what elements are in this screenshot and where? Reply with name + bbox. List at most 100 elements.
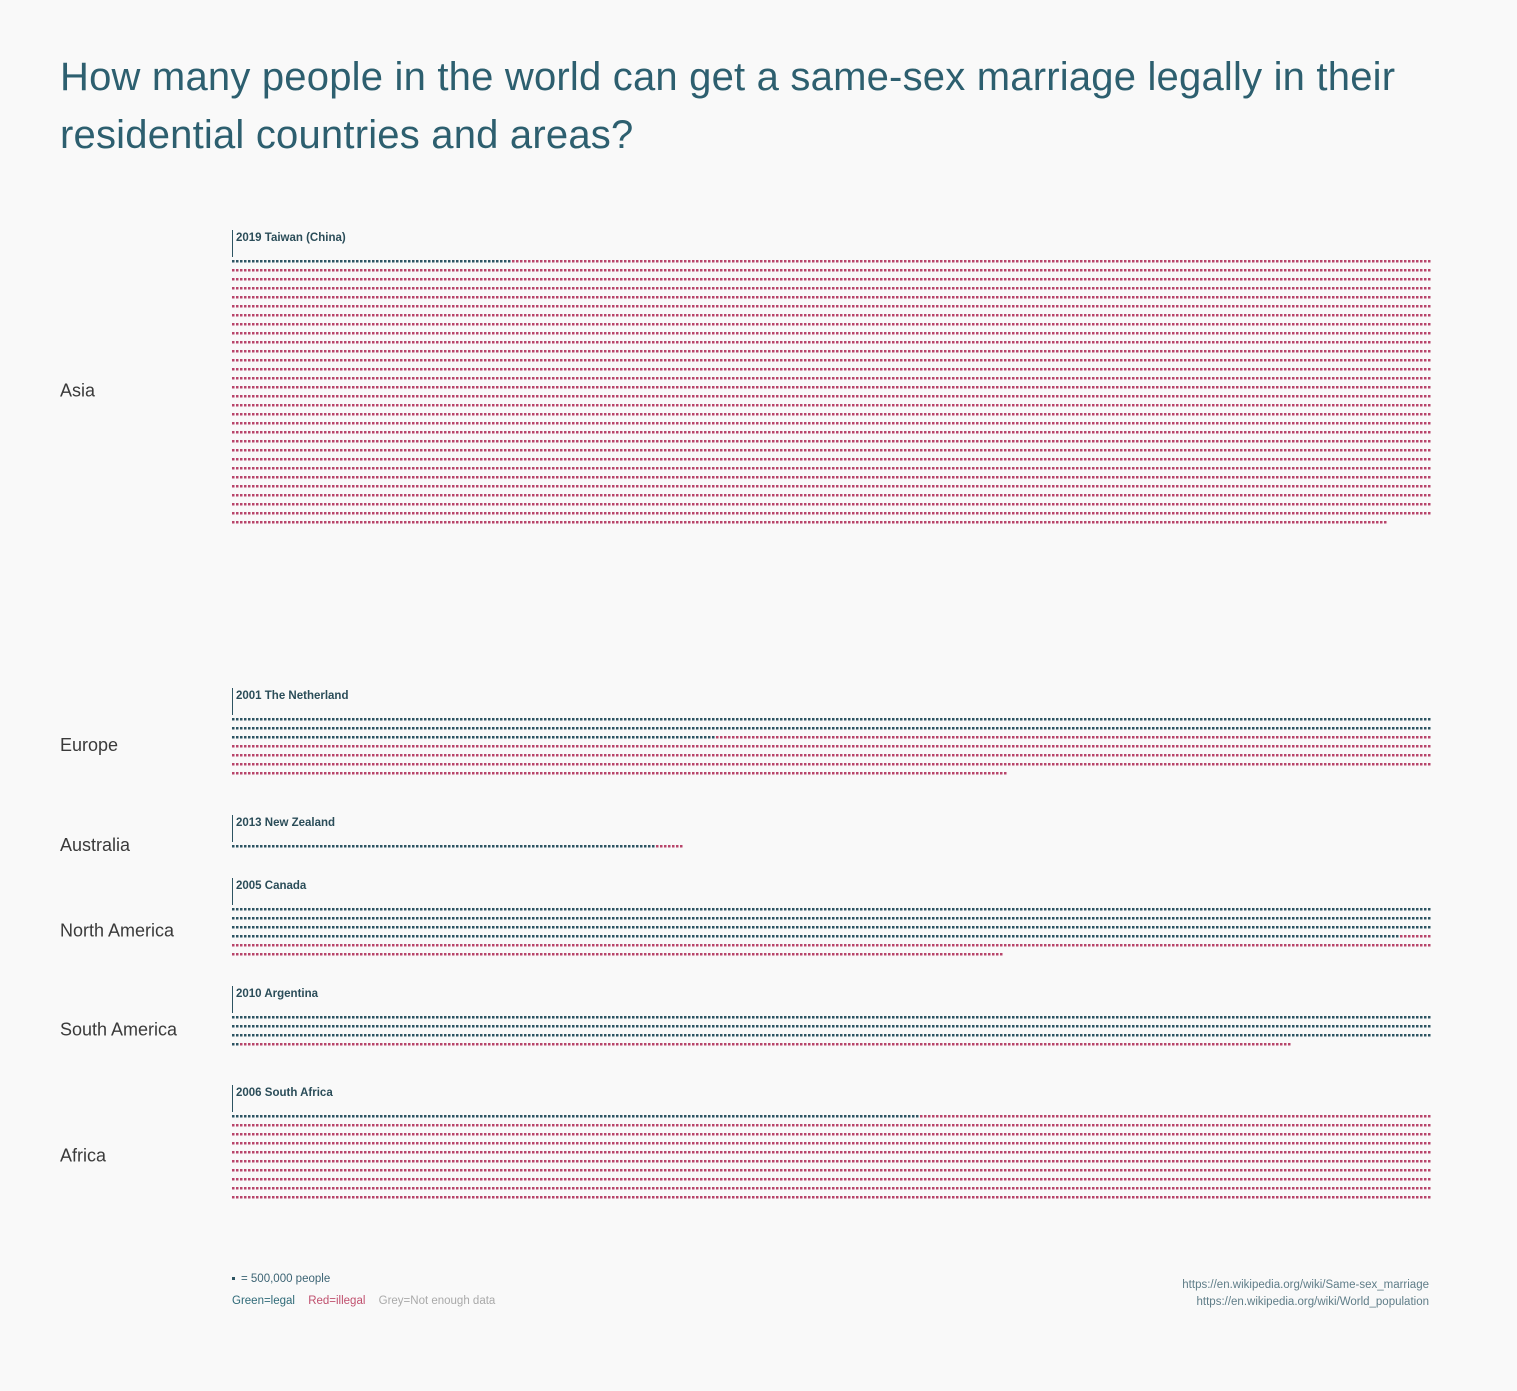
dot-run-legal (1220, 1016, 1431, 1019)
dot-run-illegal (240, 1043, 1291, 1046)
dot-run-illegal (232, 1160, 1431, 1163)
dot-run-illegal (768, 736, 771, 739)
dot-run-legal (440, 718, 575, 721)
legend-dot-icon (232, 1277, 235, 1281)
dot-run-illegal (232, 350, 1431, 353)
dot-run-illegal (232, 494, 1431, 497)
dot-run-legal (648, 908, 1431, 911)
region-africa: Africa 2006 South Africa (60, 1085, 1431, 1199)
milestone-label: 2006 South Africa (236, 1087, 333, 1099)
dot-run-illegal (232, 332, 1431, 335)
dot-run-legal (1312, 718, 1431, 721)
dot-run-legal (232, 1043, 239, 1046)
dot-run-legal (232, 718, 439, 721)
dot-run-illegal (232, 278, 1431, 281)
region-asia: Asia 2019 Taiwan (China) (60, 230, 1431, 524)
dot-run-illegal (232, 296, 1431, 299)
dot-run-illegal (232, 1187, 1431, 1190)
dot-run-illegal (232, 431, 1431, 434)
dot-run-illegal (232, 763, 1431, 766)
source-link[interactable]: https://en.wikipedia.org/wiki/World_popu… (1196, 1296, 1429, 1308)
dot-run-legal (232, 727, 275, 730)
dot-run-illegal (232, 521, 1387, 524)
dot-run-illegal (232, 359, 1431, 362)
dot-run-legal (1272, 727, 1367, 730)
dot-run-illegal (716, 736, 767, 739)
dot-run-illegal (232, 467, 1431, 470)
dot-run-illegal (232, 1151, 1431, 1154)
dot-run-illegal (232, 440, 1431, 443)
dot-run-legal (232, 736, 715, 739)
dot-run-illegal (232, 314, 1431, 317)
dot-run-legal (352, 845, 655, 848)
dot-run-illegal (232, 754, 1431, 757)
dot-run-illegal (232, 772, 1007, 775)
dot-run-legal (232, 926, 991, 929)
region-north-america: North America 2005 Canada (60, 878, 1431, 956)
dot-run-legal (232, 917, 1431, 920)
dot-run-legal (344, 727, 1107, 730)
legend-colors: Green=legal Red=illegal Grey=Not enough … (232, 1295, 505, 1307)
dot-run-illegal (232, 377, 1431, 380)
dot-run-illegal (232, 413, 1431, 416)
dot-run-legal (276, 727, 279, 730)
dot-run-legal (232, 845, 351, 848)
dot-run-illegal (232, 386, 1431, 389)
region-label: Asia (60, 381, 96, 401)
dot-run-legal (232, 260, 511, 263)
dot-run-illegal (232, 953, 1003, 956)
dot-run-legal (232, 1034, 267, 1037)
region-label: Europe (60, 735, 118, 755)
dot-run-illegal (232, 476, 1431, 479)
dot-run-legal (268, 1034, 1431, 1037)
dot-run-illegal (232, 1124, 1431, 1127)
dot-run-illegal (232, 368, 1431, 371)
region-label: South America (60, 1020, 178, 1040)
region-south-america: South America 2010 Argentina (60, 986, 1431, 1046)
dot-run-legal (232, 1025, 1427, 1028)
dot-run-illegal (232, 458, 1431, 461)
dot-run-illegal (232, 512, 1431, 515)
dot-run-legal (1268, 727, 1271, 730)
dot-run-illegal (232, 422, 1431, 425)
sources: https://en.wikipedia.org/wiki/Same-sex_m… (1182, 1277, 1429, 1311)
dot-run-legal (1196, 718, 1311, 721)
dot-run-legal (1428, 1025, 1431, 1028)
dot-run-illegal (512, 260, 1431, 263)
region-europe: Europe 2001 The Netherland (60, 688, 1431, 775)
source-link[interactable]: https://en.wikipedia.org/wiki/Same-sex_m… (1182, 1279, 1429, 1291)
dot-run-illegal (232, 305, 1431, 308)
dot-run-illegal (232, 269, 1431, 272)
dot-run-legal (280, 727, 343, 730)
dot-run-illegal (232, 503, 1431, 506)
milestone-label: 2010 Argentina (236, 988, 319, 1000)
dot-run-illegal (772, 736, 1431, 739)
milestone-label: 2005 Canada (236, 880, 307, 892)
region-label: Australia (60, 835, 131, 855)
dot-run-illegal (232, 287, 1431, 290)
dot-run-legal (1368, 727, 1431, 730)
dot-run-illegal (1400, 935, 1431, 938)
dot-run-legal (1108, 727, 1139, 730)
dot-run-illegal (232, 323, 1431, 326)
dot-run-illegal (232, 485, 1431, 488)
legend-no-data: Grey=Not enough data (378, 1295, 496, 1307)
dot-run-illegal (656, 845, 683, 848)
dot-run-illegal (232, 449, 1431, 452)
dot-run-legal (1132, 718, 1195, 721)
dot-run-legal (232, 1115, 919, 1118)
milestone-label: 2013 New Zealand (236, 817, 335, 829)
dot-run-illegal (232, 745, 1431, 748)
region-label: Africa (60, 1146, 107, 1166)
dot-run-illegal (232, 1142, 1431, 1145)
page-title: How many people in the world can get a s… (60, 55, 1396, 157)
dot-run-illegal (232, 944, 883, 947)
milestone-label: 2001 The Netherland (236, 690, 348, 702)
dot-run-illegal (232, 1178, 1431, 1181)
dot-run-legal (232, 908, 647, 911)
dot-run-legal (992, 926, 1431, 929)
dot-run-illegal (232, 1196, 1431, 1199)
dot-run-legal (232, 1016, 1219, 1019)
region-label: North America (60, 921, 175, 941)
